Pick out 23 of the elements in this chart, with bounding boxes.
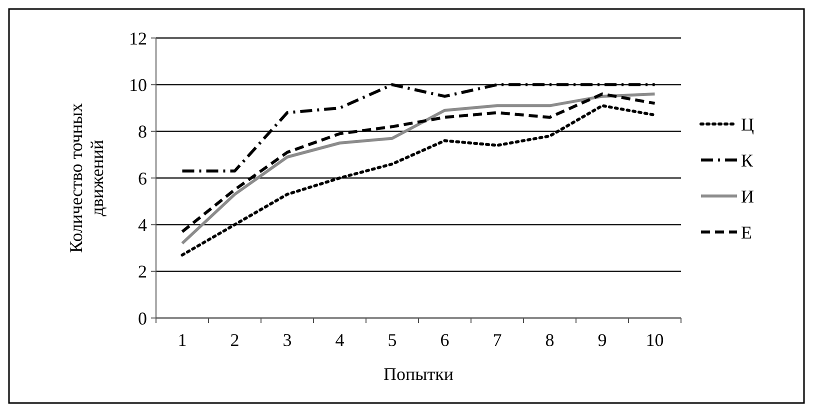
x-tick-label: 2 bbox=[230, 330, 240, 350]
x-tick-label: 9 bbox=[598, 330, 607, 350]
x-tick-label: 8 bbox=[545, 330, 554, 350]
x-tick-label: 10 bbox=[646, 330, 664, 350]
y-tick-label: 2 bbox=[138, 262, 147, 282]
y-tick-label: 4 bbox=[138, 214, 147, 235]
legend-label: Е bbox=[741, 222, 752, 242]
x-tick-label: 4 bbox=[335, 330, 344, 350]
y-tick-label: 6 bbox=[138, 168, 147, 188]
y-tick-label: 0 bbox=[138, 308, 147, 328]
legend-label: И bbox=[741, 186, 754, 206]
x-tick-label: 3 bbox=[282, 330, 292, 350]
y-tick-label: 8 bbox=[138, 122, 147, 142]
x-tick-label: 7 bbox=[492, 330, 502, 350]
x-axis-title: Попытки bbox=[384, 364, 454, 384]
y-tick-label: 12 bbox=[129, 28, 147, 48]
legend-label: Ц bbox=[741, 114, 754, 134]
legend-label: К bbox=[741, 150, 754, 170]
y-tick-label: 10 bbox=[129, 74, 147, 95]
x-tick-label: 5 bbox=[388, 330, 397, 350]
y-axis-title: Количество точных движений bbox=[66, 103, 107, 253]
x-tick-label: 1 bbox=[178, 330, 187, 350]
x-tick-label: 6 bbox=[440, 330, 450, 350]
